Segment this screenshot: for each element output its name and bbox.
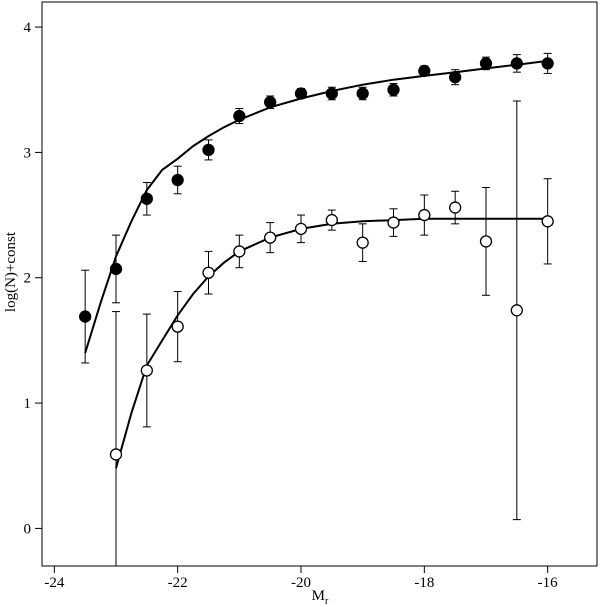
fit-curve — [84, 59, 548, 354]
data-point — [233, 245, 246, 258]
data-point — [264, 96, 277, 109]
series-1 — [79, 52, 554, 364]
y-tick-label: 4 — [24, 20, 32, 36]
data-point — [171, 320, 184, 333]
data-point — [294, 87, 308, 100]
data-point — [449, 201, 462, 214]
data-point — [325, 87, 338, 100]
data-point — [202, 266, 215, 279]
x-tick-label: -22 — [168, 575, 188, 591]
data-point — [541, 215, 554, 228]
y-tick-label: 1 — [24, 396, 32, 412]
y-tick-label: 2 — [24, 271, 32, 287]
x-tick-label: -24 — [44, 575, 64, 591]
series-2 — [109, 100, 554, 566]
x-axis-title: Mr — [312, 588, 329, 607]
data-point — [510, 304, 523, 317]
data-point — [418, 64, 431, 78]
data-point — [387, 83, 400, 96]
data-point — [140, 192, 153, 205]
data-point — [294, 222, 308, 236]
x-tick-label: -20 — [291, 575, 311, 591]
data-point — [109, 448, 123, 461]
data-point — [479, 235, 493, 248]
data-point — [356, 87, 369, 100]
data-point — [233, 109, 246, 123]
y-tick-label: 3 — [24, 145, 32, 161]
data-point — [541, 57, 554, 70]
data-point — [171, 173, 184, 187]
data-point — [418, 208, 431, 222]
plot-area — [79, 52, 554, 566]
data-point — [449, 71, 462, 84]
data-point — [202, 143, 215, 157]
y-axis-ticks: 0 1 2 3 4 — [24, 20, 42, 537]
plot-frame — [41, 1, 598, 567]
y-tick-label: 0 — [24, 521, 32, 537]
y-axis-title: log(N)+const — [3, 231, 19, 312]
data-point — [479, 57, 493, 70]
x-tick-label: -16 — [538, 575, 558, 591]
data-point — [79, 310, 92, 323]
data-point — [387, 216, 400, 229]
data-point — [510, 57, 523, 70]
x-tick-label: -18 — [414, 575, 434, 591]
fit-curve — [115, 217, 548, 469]
x-axis-ticks: -24 -22 -20 -18 -16 — [44, 566, 558, 591]
data-point — [325, 213, 338, 227]
data-point — [109, 262, 123, 276]
data-point — [356, 236, 369, 249]
data-point — [264, 231, 277, 244]
data-point — [140, 364, 153, 377]
